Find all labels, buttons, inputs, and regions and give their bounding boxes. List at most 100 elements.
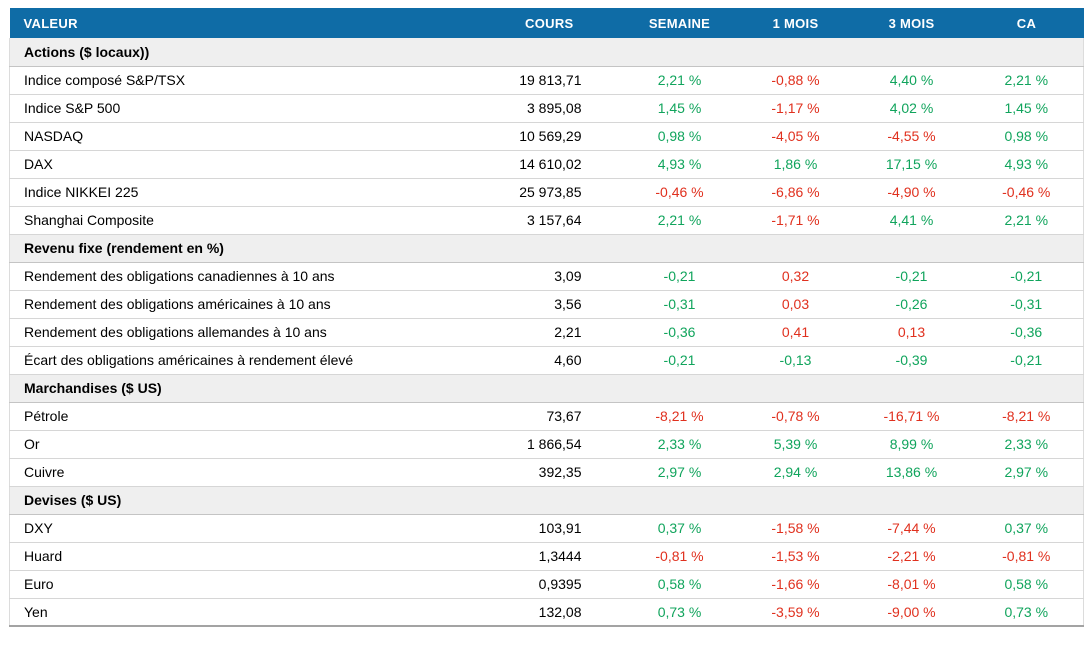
semaine-value: -8,21 % bbox=[621, 402, 738, 431]
semaine-value: -0,46 % bbox=[621, 178, 738, 207]
row-label: Or bbox=[9, 430, 412, 459]
cours-value: 25 973,85 bbox=[411, 178, 622, 207]
semaine-value: 0,73 % bbox=[621, 598, 738, 627]
table-row: Rendement des obligations américaines à … bbox=[9, 290, 1084, 319]
cours-value: 4,60 bbox=[411, 346, 622, 375]
1mois-value: -6,86 % bbox=[737, 178, 854, 207]
ca-value: -0,46 % bbox=[969, 178, 1084, 207]
row-label: Cuivre bbox=[9, 458, 412, 487]
semaine-value: 2,33 % bbox=[621, 430, 738, 459]
cours-value: 103,91 bbox=[411, 514, 622, 543]
1mois-value: -1,53 % bbox=[737, 542, 854, 571]
table-row: Indice composé S&P/TSX 19 813,71 2,21 % -0,… bbox=[9, 66, 1084, 95]
column-header-1mois: 1 MOIS bbox=[737, 8, 854, 38]
column-header-cours: COURS bbox=[411, 8, 622, 38]
header-row: VALEUR COURS SEMAINE 1 MOIS 3 MOIS CA bbox=[9, 8, 1084, 38]
3mois-value: -0,26 bbox=[853, 290, 970, 319]
row-label: Yen bbox=[9, 598, 412, 627]
market-summary-page: VALEUR COURS SEMAINE 1 MOIS 3 MOIS CA Ac… bbox=[0, 8, 1090, 651]
cours-value: 14 610,02 bbox=[411, 150, 622, 179]
3mois-value: 13,86 % bbox=[853, 458, 970, 487]
row-label: Indice composé S&P/TSX bbox=[9, 66, 412, 95]
section-title: Marchandises ($ US) bbox=[9, 374, 1084, 403]
section-header-row: Actions ($ locaux)) bbox=[9, 38, 1084, 67]
row-label: Pétrole bbox=[9, 402, 412, 431]
table-row: Shanghai Composite 3 157,64 2,21 % -1,71 % 4… bbox=[9, 206, 1084, 235]
ca-value: 4,93 % bbox=[969, 150, 1084, 179]
ca-value: 2,33 % bbox=[969, 430, 1084, 459]
table-row: Indice S&P 500 3 895,08 1,45 % -1,17 % 4,02 … bbox=[9, 94, 1084, 123]
semaine-value: 4,93 % bbox=[621, 150, 738, 179]
column-header-semaine: SEMAINE bbox=[621, 8, 738, 38]
semaine-value: 2,21 % bbox=[621, 66, 738, 95]
1mois-value: -1,71 % bbox=[737, 206, 854, 235]
table-row: Or 1 866,54 2,33 % 5,39 % 8,99 % 2,33 % bbox=[9, 430, 1084, 459]
section-header-row: Marchandises ($ US) bbox=[9, 374, 1084, 403]
3mois-value: -7,44 % bbox=[853, 514, 970, 543]
ca-value: 0,98 % bbox=[969, 122, 1084, 151]
3mois-value: 4,02 % bbox=[853, 94, 970, 123]
cours-value: 3,09 bbox=[411, 262, 622, 291]
ca-value: 0,73 % bbox=[969, 598, 1084, 627]
ca-value: -0,21 bbox=[969, 346, 1084, 375]
ca-value: -0,36 bbox=[969, 318, 1084, 347]
semaine-value: 0,98 % bbox=[621, 122, 738, 151]
cours-value: 392,35 bbox=[411, 458, 622, 487]
3mois-value: -4,55 % bbox=[853, 122, 970, 151]
semaine-value: 1,45 % bbox=[621, 94, 738, 123]
cours-value: 2,21 bbox=[411, 318, 622, 347]
3mois-value: -8,01 % bbox=[853, 570, 970, 599]
table-row: Pétrole 73,67 -8,21 % -0,78 % -16,71 % -8,21 … bbox=[9, 402, 1084, 431]
semaine-value: 0,37 % bbox=[621, 514, 738, 543]
table-row: Écart des obligations américaines à rend… bbox=[9, 346, 1084, 375]
1mois-value: -1,66 % bbox=[737, 570, 854, 599]
3mois-value: -4,90 % bbox=[853, 178, 970, 207]
1mois-value: -3,59 % bbox=[737, 598, 854, 627]
table-row: Rendement des obligations canadiennes à … bbox=[9, 262, 1084, 291]
3mois-value: 4,41 % bbox=[853, 206, 970, 235]
table-row: Yen 132,08 0,73 % -3,59 % -9,00 % 0,73 % bbox=[9, 598, 1084, 627]
3mois-value: 17,15 % bbox=[853, 150, 970, 179]
semaine-value: 2,21 % bbox=[621, 206, 738, 235]
cours-value: 3,56 bbox=[411, 290, 622, 319]
semaine-value: -0,31 bbox=[621, 290, 738, 319]
cours-value: 132,08 bbox=[411, 598, 622, 627]
semaine-value: 0,58 % bbox=[621, 570, 738, 599]
cours-value: 3 157,64 bbox=[411, 206, 622, 235]
row-label: Écart des obligations américaines à rend… bbox=[9, 346, 412, 375]
section-title: Actions ($ locaux)) bbox=[9, 38, 1084, 67]
1mois-value: -4,05 % bbox=[737, 122, 854, 151]
row-label: Huard bbox=[9, 542, 412, 571]
row-label: Rendement des obligations américaines à … bbox=[9, 290, 412, 319]
cours-value: 10 569,29 bbox=[411, 122, 622, 151]
column-header-3mois: 3 MOIS bbox=[853, 8, 970, 38]
ca-value: 1,45 % bbox=[969, 94, 1084, 123]
column-header-valeur: VALEUR bbox=[9, 8, 412, 38]
1mois-value: 0,32 bbox=[737, 262, 854, 291]
ca-value: 2,21 % bbox=[969, 66, 1084, 95]
section-title: Revenu fixe (rendement en %) bbox=[9, 234, 1084, 263]
1mois-value: 2,94 % bbox=[737, 458, 854, 487]
ca-value: 0,58 % bbox=[969, 570, 1084, 599]
row-label: Euro bbox=[9, 570, 412, 599]
cours-value: 1,3444 bbox=[411, 542, 622, 571]
row-label: DXY bbox=[9, 514, 412, 543]
table-body: Actions ($ locaux)) Indice composé S&P/TS… bbox=[9, 38, 1084, 627]
1mois-value: -1,58 % bbox=[737, 514, 854, 543]
1mois-value: -0,13 bbox=[737, 346, 854, 375]
ca-value: 2,97 % bbox=[969, 458, 1084, 487]
1mois-value: -0,88 % bbox=[737, 66, 854, 95]
row-label: Rendement des obligations allemandes à 1… bbox=[9, 318, 412, 347]
table-row: Rendement des obligations allemandes à 1… bbox=[9, 318, 1084, 347]
semaine-value: -0,81 % bbox=[621, 542, 738, 571]
1mois-value: -1,17 % bbox=[737, 94, 854, 123]
cours-value: 1 866,54 bbox=[411, 430, 622, 459]
1mois-value: 0,03 bbox=[737, 290, 854, 319]
row-label: NASDAQ bbox=[9, 122, 412, 151]
cours-value: 3 895,08 bbox=[411, 94, 622, 123]
table-row: Euro 0,9395 0,58 % -1,66 % -8,01 % 0,58 % bbox=[9, 570, 1084, 599]
ca-value: -0,81 % bbox=[969, 542, 1084, 571]
ca-value: -0,21 bbox=[969, 262, 1084, 291]
3mois-value: -16,71 % bbox=[853, 402, 970, 431]
column-header-ca: CA bbox=[969, 8, 1084, 38]
